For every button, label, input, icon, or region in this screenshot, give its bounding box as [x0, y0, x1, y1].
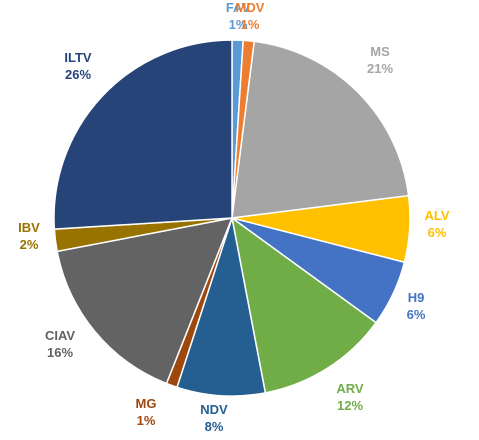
pie-slice-ms [231, 40, 410, 219]
slice-value-fav: 1% [229, 17, 248, 32]
slice-label-ms: MS [370, 44, 390, 59]
pie-slice-ndv [176, 217, 267, 397]
slice-value-mg: 1% [137, 413, 156, 428]
slice-label-arv: ARV [336, 381, 364, 396]
slice-label-mdv: MDV [236, 0, 265, 15]
labels-group: FAV 1% MDV 1% MS 21% ALV 6% H9 6% ARV 12% NDV 8% MG 1% C… [18, 0, 450, 434]
slice-label-fav: FAV [226, 0, 251, 15]
slice-label-h9: H9 [408, 290, 425, 305]
slice-label-iltv: ILTV [64, 50, 92, 65]
slices-group [53, 39, 411, 397]
pie-slice-iltv [53, 39, 233, 230]
slice-value-ndv: 8% [205, 419, 224, 434]
pie-slice-arv [230, 216, 378, 394]
slice-label-alv: ALV [424, 208, 449, 223]
slice-value-ciav: 16% [47, 345, 73, 360]
slice-value-h9: 6% [407, 307, 426, 322]
slice-label-ibv: IBV [18, 220, 40, 235]
slice-value-alv: 6% [428, 225, 447, 240]
slice-value-mdv: 1% [241, 17, 260, 32]
slice-value-arv: 12% [337, 398, 363, 413]
slice-value-ibv: 2% [20, 237, 39, 252]
pie-slice-ciav [56, 217, 234, 385]
slice-value-ms: 21% [367, 61, 393, 76]
slice-label-ndv: NDV [200, 402, 228, 417]
slice-label-mg: MG [136, 396, 157, 411]
slice-value-iltv: 26% [65, 67, 91, 82]
slice-label-ciav: CIAV [45, 328, 75, 343]
